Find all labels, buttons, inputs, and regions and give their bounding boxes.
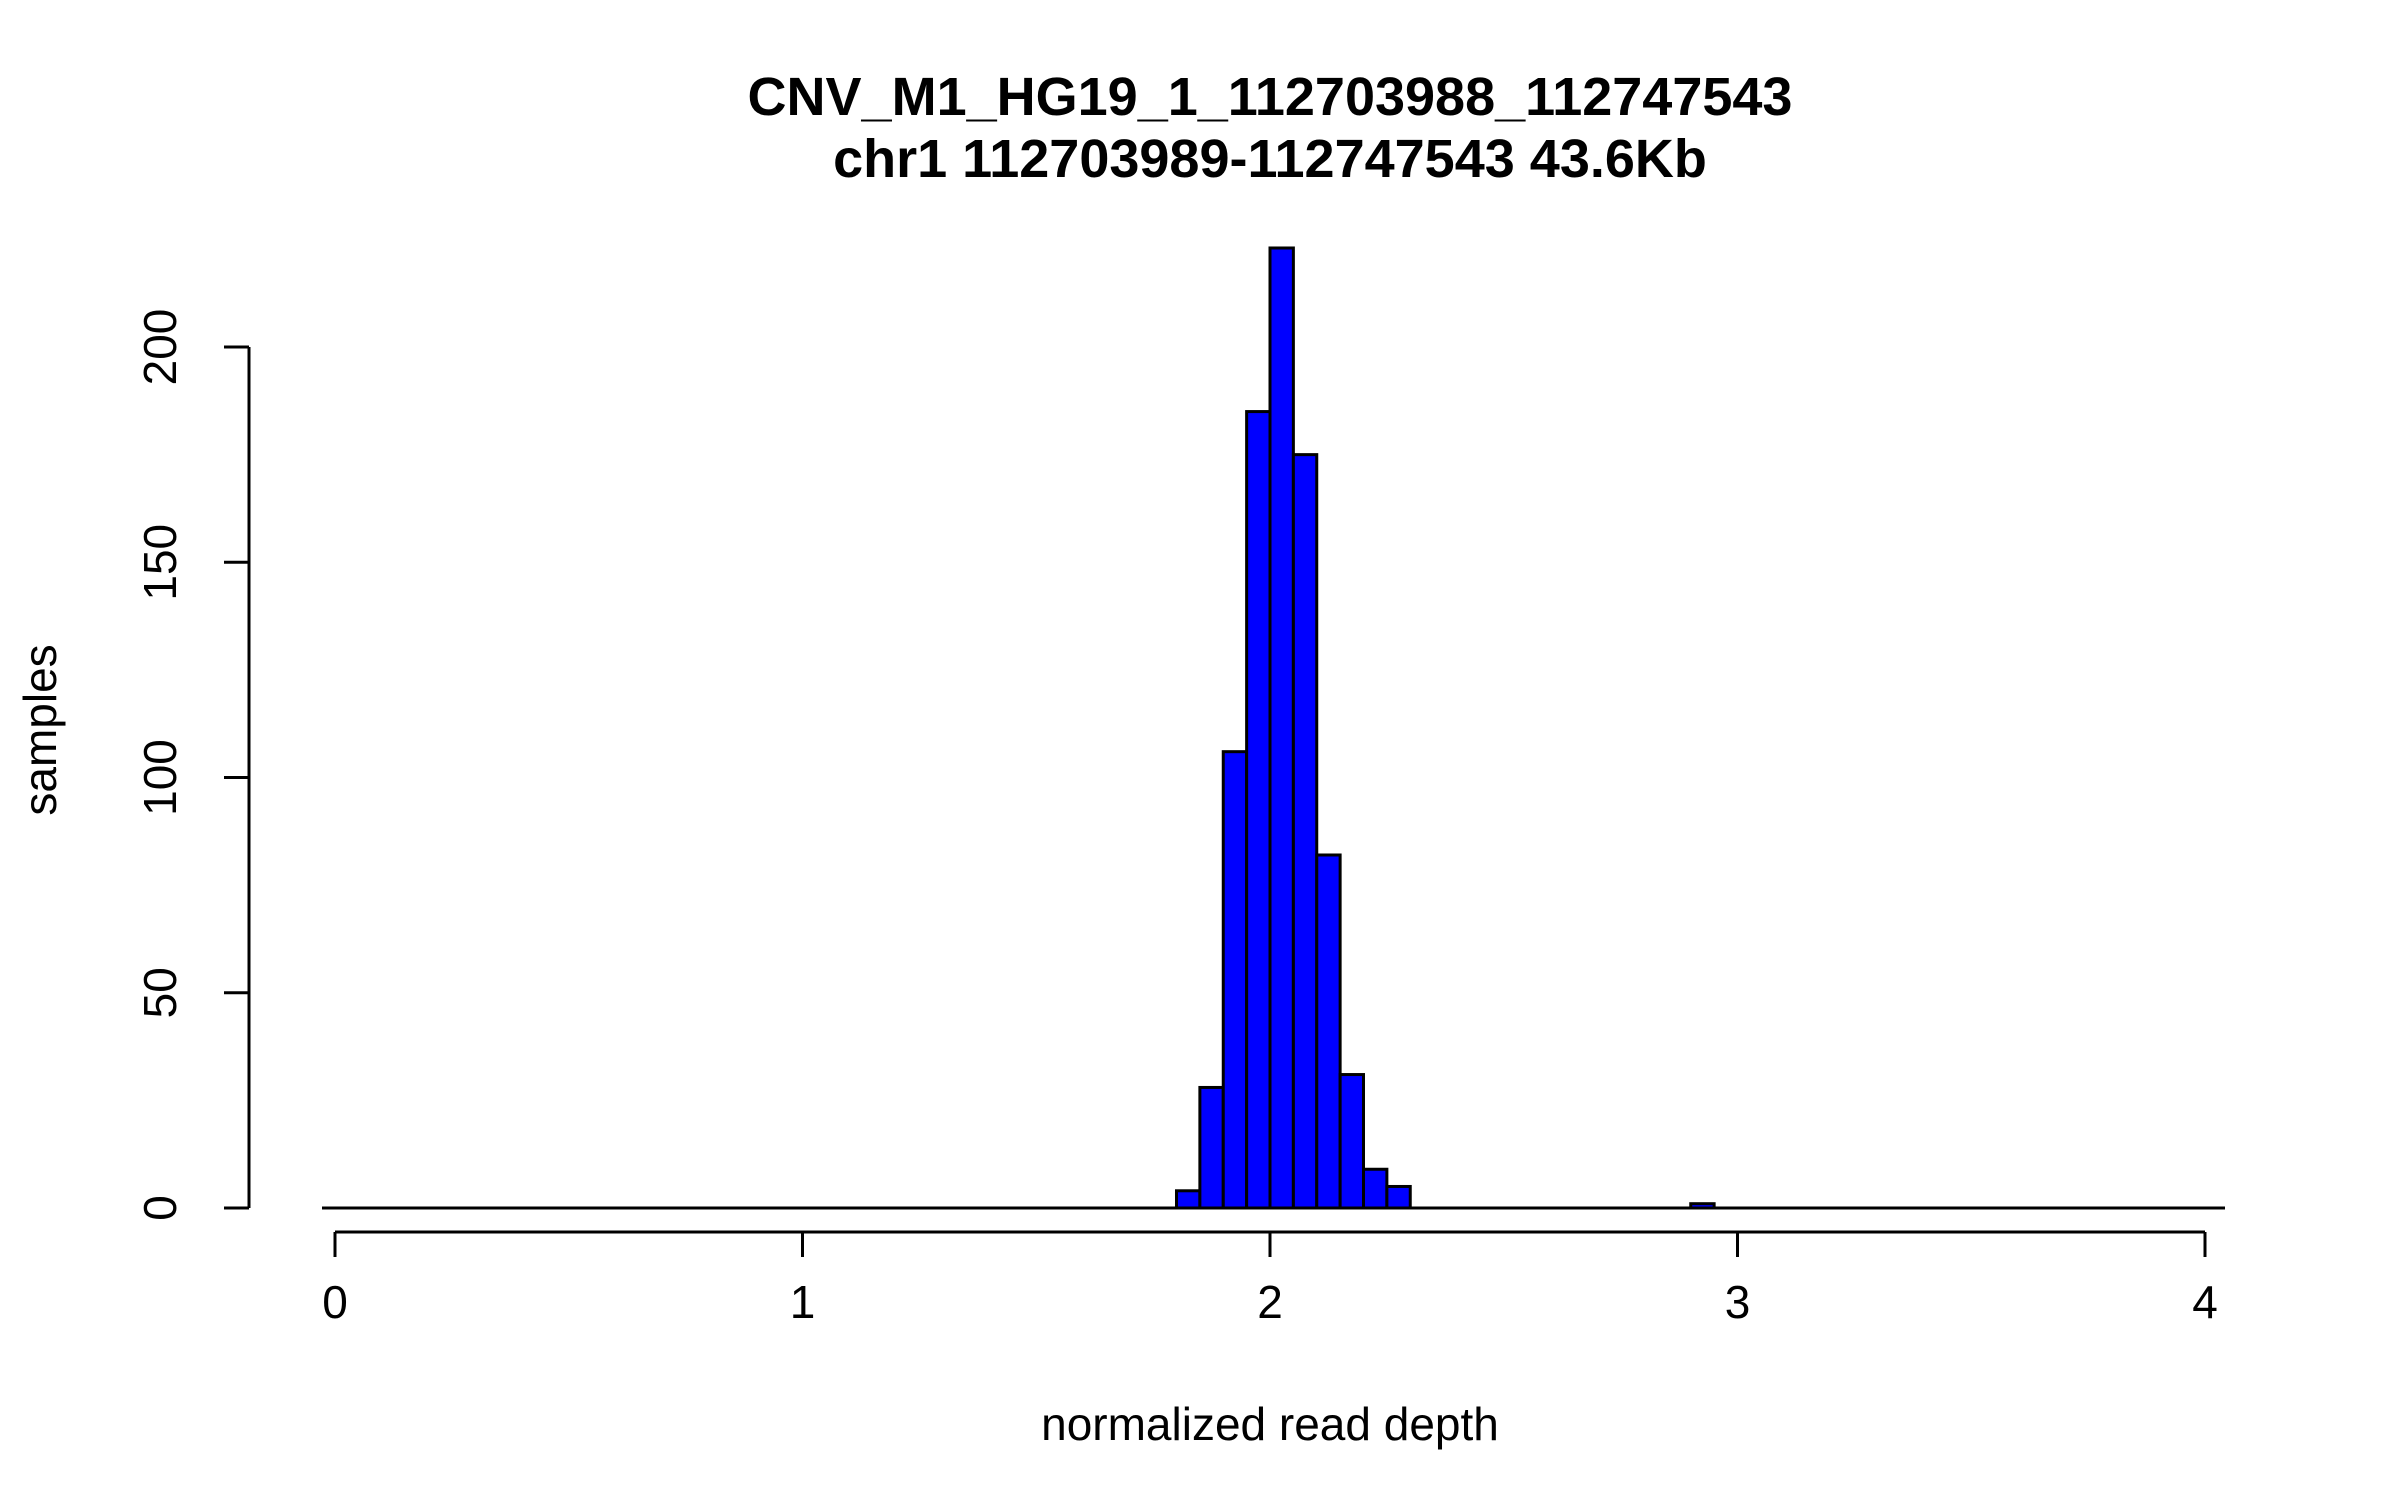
x-axis-label: normalized read depth (1041, 1398, 1499, 1450)
x-tick-label: 0 (322, 1276, 348, 1328)
histogram-bar (1268, 246, 1295, 1210)
histogram-bar (1362, 1167, 1389, 1210)
y-tick-label: 150 (134, 524, 186, 601)
chart-subtitle: chr1 112703989-112747543 43.6Kb (833, 129, 1707, 189)
x-tick-label: 1 (790, 1276, 816, 1328)
histogram-bar (1245, 410, 1272, 1210)
histogram-bar (1385, 1184, 1412, 1210)
histogram-bar (1198, 1085, 1225, 1210)
histogram-bar (1291, 453, 1319, 1210)
histogram-bars (1175, 246, 1716, 1210)
x-tick-label: 4 (2192, 1276, 2218, 1328)
chart-title: CNV_M1_HG19_1_112703988_112747543 (748, 67, 1793, 127)
histogram-bar (1315, 853, 1342, 1210)
y-tick-label: 200 (134, 309, 186, 386)
y-tick-label: 50 (134, 967, 186, 1018)
histogram-bar (1175, 1189, 1202, 1210)
histogram-bar (1689, 1202, 1716, 1210)
y-axis-label: samples (14, 644, 66, 815)
x-tick-label: 2 (1257, 1276, 1283, 1328)
x-tick-label: 3 (1725, 1276, 1751, 1328)
y-axis: 0 50 100 150 200 (134, 309, 251, 1221)
histogram-bar (1338, 1073, 1365, 1210)
y-tick-label: 100 (134, 739, 186, 816)
x-axis: 0 1 2 3 4 (322, 1230, 2218, 1328)
histogram-bar (1221, 750, 1249, 1210)
y-tick-label: 0 (134, 1195, 186, 1221)
